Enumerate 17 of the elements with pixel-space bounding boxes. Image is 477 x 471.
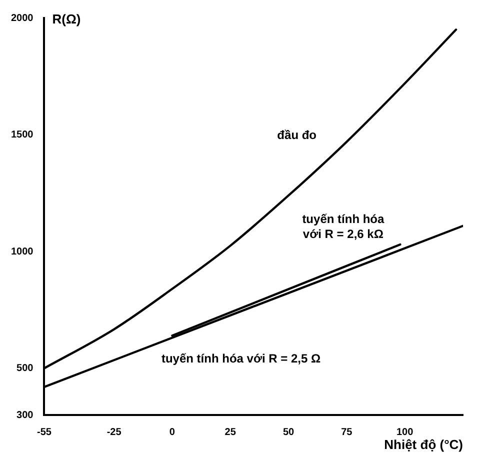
x-tick-label: 25 — [224, 426, 236, 438]
x-tick-label: -55 — [37, 426, 52, 438]
x-tick-label: 50 — [282, 426, 295, 438]
y-tick-label: 2000 — [10, 12, 34, 24]
x-tick-label: 100 — [396, 426, 414, 438]
x-tick-label: 0 — [169, 426, 176, 438]
y-tick-label: 300 — [16, 410, 34, 421]
x-tick-label: -25 — [106, 426, 122, 438]
y-tick-label: 1500 — [10, 130, 34, 141]
series-label: đầu đo — [277, 128, 317, 142]
y-tick-label: 1000 — [10, 246, 34, 258]
series-label: tuyến tính hóa với R = 2,5 Ω — [161, 352, 322, 366]
y-tick-label: 500 — [16, 363, 34, 374]
series-label: tuyến tính hóa với R = 2,6 kΩ — [302, 212, 385, 242]
x-axis-title: Nhiệt độ (°C) — [384, 437, 463, 452]
x-tick-label: 75 — [341, 426, 353, 438]
y-axis-title: R(Ω) — [52, 12, 81, 27]
